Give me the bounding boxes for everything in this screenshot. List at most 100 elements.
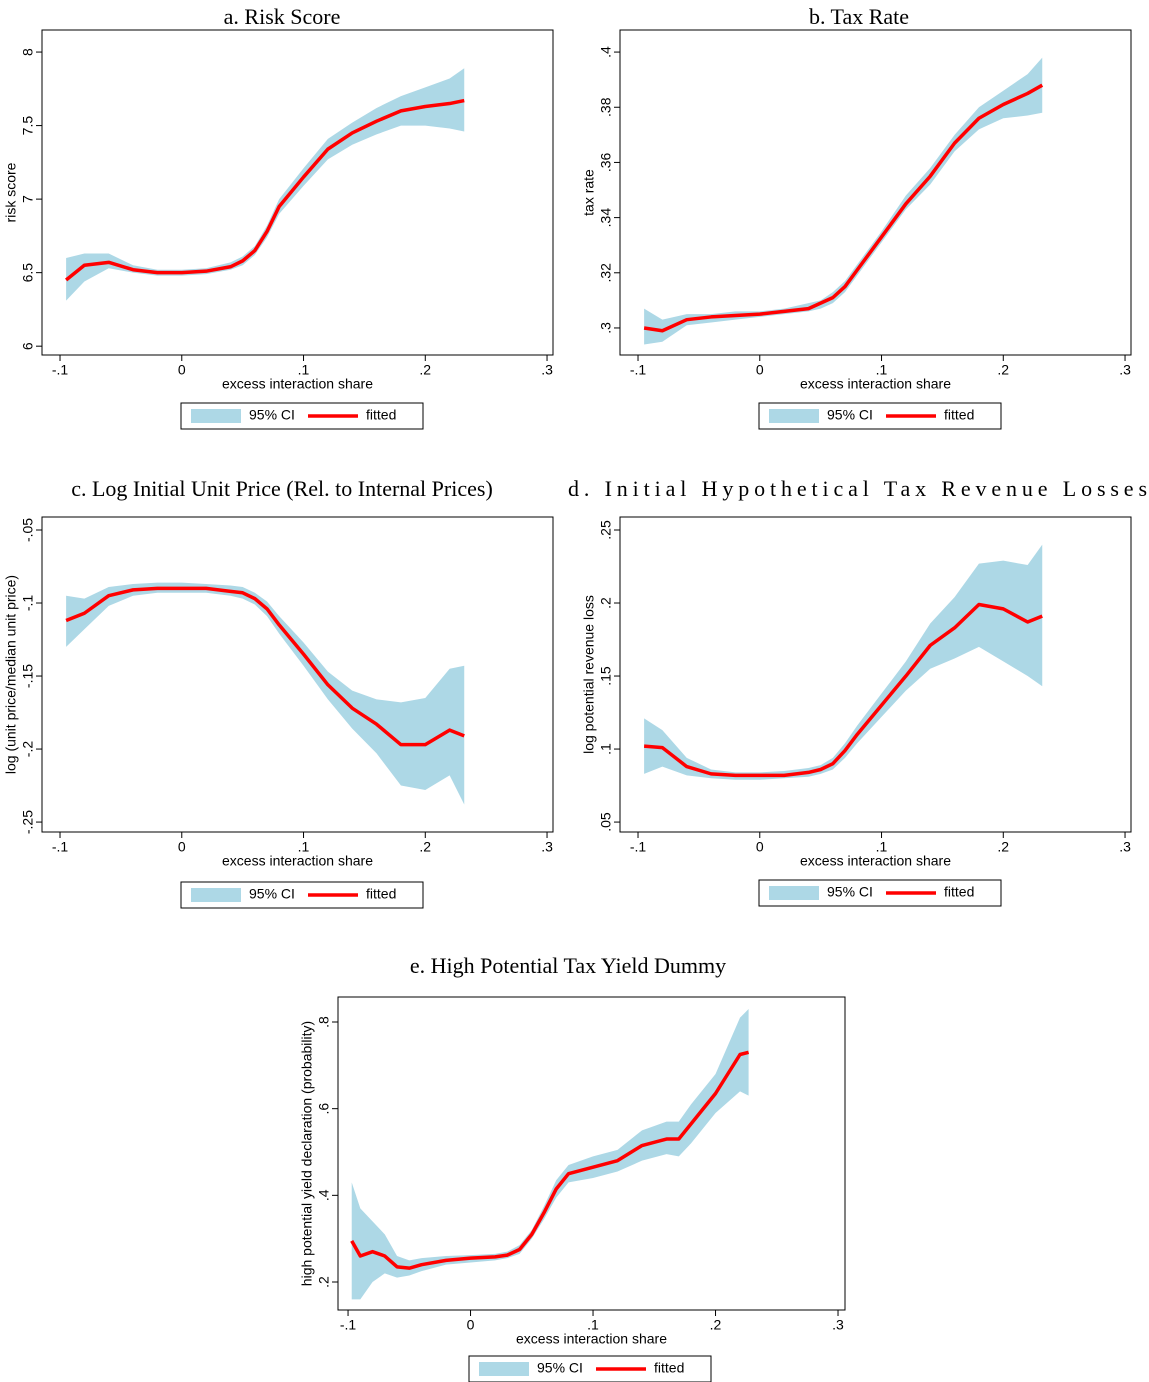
ci-band	[644, 57, 1043, 345]
fitted-line	[643, 602, 1043, 778]
x-tick-label: .3	[541, 362, 553, 378]
panel: c. Log Initial Unit Price (Rel. to Inter…	[3, 476, 554, 909]
chart-title: a. Risk Score	[224, 4, 341, 29]
x-tick-label: .2	[710, 1317, 722, 1333]
y-tick-label: 6.5	[20, 263, 36, 283]
legend-swatch	[769, 409, 819, 423]
panel: d. Initial Hypothetical Tax Revenue Loss…	[568, 476, 1147, 907]
x-tick-label: .3	[1119, 362, 1131, 378]
legend: 95% CI fitted	[180, 881, 424, 909]
fitted-line	[65, 98, 465, 282]
y-tick-label: .15	[598, 666, 614, 686]
legend-swatch	[769, 886, 819, 900]
y-tick-label: 8	[20, 48, 36, 56]
y-axis-label: log potential revenue loss	[581, 595, 597, 754]
plot-frame	[619, 29, 1132, 356]
x-tick-label: -.1	[52, 839, 69, 855]
x-tick-label: .1	[298, 362, 310, 378]
plot-frame	[41, 29, 554, 356]
legend: 95% CI fitted	[180, 402, 424, 430]
y-tick-label: 7	[20, 195, 36, 203]
y-tick-label: .3	[598, 322, 614, 334]
plot-frame	[619, 516, 1132, 833]
y-tick-label: 7.5	[20, 116, 36, 136]
x-tick-label: .2	[997, 362, 1009, 378]
chart-title: d. Initial Hypothetical Tax Revenue Loss…	[568, 476, 1147, 501]
y-tick-label: -.1	[20, 595, 36, 612]
legend-label: fitted	[366, 886, 396, 902]
x-axis-label: excess interaction share	[222, 853, 373, 869]
fitted-line	[643, 83, 1044, 333]
x-tick-label: 0	[178, 362, 186, 378]
plot-frame	[41, 516, 554, 833]
y-tick-label: .4	[598, 46, 614, 58]
chart-title: b. Tax Rate	[809, 4, 909, 29]
y-axis-label: high potential yield declaration (probab…	[299, 1021, 315, 1286]
y-tick-label: -.15	[20, 664, 36, 688]
fitted-line	[65, 586, 465, 747]
legend-label: 95% CI	[827, 884, 873, 900]
y-tick-label: .36	[598, 152, 614, 172]
legend-label: 95% CI	[249, 407, 295, 423]
x-tick-label: 0	[178, 839, 186, 855]
x-tick-label: .1	[876, 839, 888, 855]
y-tick-label: .38	[598, 97, 614, 117]
x-tick-label: -.1	[340, 1317, 357, 1333]
chart-title: c. Log Initial Unit Price (Rel. to Inter…	[71, 476, 493, 501]
legend-label: fitted	[944, 407, 974, 423]
legend-label: 95% CI	[249, 886, 295, 902]
y-tick-label: .8	[316, 1016, 332, 1028]
x-tick-label: 0	[756, 362, 764, 378]
legend: 95% CI fitted	[758, 879, 1002, 907]
x-tick-label: .1	[298, 839, 310, 855]
x-axis-label: excess interaction share	[516, 1331, 667, 1347]
legend-label: fitted	[654, 1360, 684, 1376]
legend: 95% CI fitted	[468, 1355, 712, 1382]
y-tick-label: 6	[20, 342, 36, 350]
ci-band	[351, 1009, 749, 1300]
legend: 95% CI fitted	[758, 402, 1002, 430]
legend-label: 95% CI	[827, 407, 873, 423]
panel: a. Risk Score -.1 0 .1 .2 .3 6 6.5 7 7.5 8 excess i…	[3, 4, 554, 430]
y-tick-label: .1	[598, 743, 614, 755]
y-tick-label: .32	[598, 263, 614, 283]
panel: b. Tax Rate -.1 0 .1 .2 .3 .3 .32 .34 .36 .38 .4 exc…	[581, 4, 1132, 430]
panel: e. High Potential Tax Yield Dummy -.1 0 .1.…	[299, 953, 846, 1382]
y-tick-label: .34	[598, 208, 614, 228]
x-axis-label: excess interaction share	[800, 376, 951, 392]
legend-swatch	[191, 888, 241, 902]
x-tick-label: .1	[876, 362, 888, 378]
y-axis-label: tax rate	[581, 169, 597, 216]
y-axis-label: risk score	[3, 162, 19, 222]
y-tick-label: .2	[316, 1276, 332, 1288]
x-tick-label: .1	[587, 1317, 599, 1333]
x-tick-label: .3	[541, 839, 553, 855]
ci-band	[66, 582, 465, 805]
y-tick-label: .2	[598, 597, 614, 609]
y-axis-label: log (unit price/median unit price)	[3, 575, 19, 774]
x-tick-label: .3	[1119, 839, 1131, 855]
plot-frame	[337, 996, 846, 1311]
x-axis-label: excess interaction share	[222, 376, 373, 392]
y-tick-label: .4	[316, 1189, 332, 1201]
x-axis-label: excess interaction share	[800, 853, 951, 869]
ci-band	[644, 544, 1043, 780]
x-tick-label: 0	[756, 839, 764, 855]
y-tick-label: -.05	[20, 518, 36, 542]
fitted-line	[350, 1050, 750, 1270]
x-tick-label: -.1	[52, 362, 69, 378]
legend-swatch	[191, 409, 241, 423]
y-tick-label: .25	[598, 520, 614, 540]
x-tick-label: .2	[419, 362, 431, 378]
x-tick-label: .3	[832, 1317, 844, 1333]
legend-label: fitted	[944, 884, 974, 900]
y-tick-label: -.25	[20, 810, 36, 834]
legend-label: fitted	[366, 407, 396, 423]
x-tick-label: .2	[419, 839, 431, 855]
y-tick-label: .6	[316, 1103, 332, 1115]
chart-title: e. High Potential Tax Yield Dummy	[410, 953, 726, 978]
x-tick-label: .2	[997, 839, 1009, 855]
legend-label: 95% CI	[537, 1360, 583, 1376]
